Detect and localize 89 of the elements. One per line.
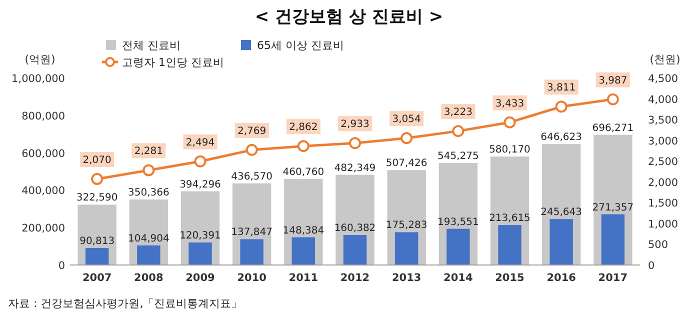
y2-tick-label: 4,000 <box>648 94 678 106</box>
y-tick-label: 200,000 <box>22 222 65 235</box>
y2-axis-title: (천원) <box>650 53 680 66</box>
data-label: 160,382 <box>334 223 376 234</box>
data-label: 507,426 <box>386 158 428 170</box>
bar <box>498 225 522 265</box>
data-label: 3,223 <box>444 107 472 118</box>
data-label: 213,615 <box>489 213 530 224</box>
bar <box>292 237 316 265</box>
data-label: 482,349 <box>334 162 376 174</box>
x-tick-label: 2012 <box>340 272 370 284</box>
y-tick-label: 600,000 <box>22 148 65 160</box>
x-tick-label: 2011 <box>288 272 318 284</box>
bar <box>240 239 264 265</box>
bar <box>550 219 573 265</box>
data-label: 245,643 <box>540 207 582 218</box>
data-label: 2,494 <box>186 137 215 148</box>
y2-tick-label: 1,500 <box>648 198 678 210</box>
point <box>452 125 464 138</box>
x-tick-label: 2013 <box>392 272 422 284</box>
data-label: 3,811 <box>547 82 576 94</box>
data-label: 350,366 <box>128 187 170 198</box>
y2-tick-label: 3,500 <box>648 114 678 127</box>
data-label: 436,570 <box>231 171 273 182</box>
point <box>142 164 155 176</box>
data-label: 3,987 <box>598 75 628 86</box>
data-label: 2,769 <box>238 126 266 137</box>
bar <box>601 214 625 265</box>
y-tick-label: 0 <box>58 260 65 272</box>
point <box>349 137 361 150</box>
data-label: 175,283 <box>386 220 428 232</box>
data-label: 580,170 <box>489 144 530 156</box>
bar <box>343 235 367 265</box>
data-label: 2,862 <box>289 122 318 134</box>
bar <box>188 242 212 265</box>
data-label: 322,590 <box>76 192 118 204</box>
legend-label: 고령자 1인당 진료비 <box>122 56 224 69</box>
y2-tick-label: 4,500 <box>648 73 678 85</box>
legend-label: 65세 이상 진료비 <box>257 39 344 52</box>
x-tick-label: 2008 <box>134 272 164 284</box>
point <box>194 155 206 168</box>
data-label: 120,391 <box>180 230 221 242</box>
x-tick-label: 2014 <box>444 272 473 284</box>
x-tick-label: 2009 <box>186 272 215 284</box>
data-label: 696,271 <box>592 122 634 134</box>
point <box>91 172 104 185</box>
x-tick-label: 2010 <box>237 272 266 284</box>
data-label: 271,357 <box>592 202 634 214</box>
data-label: 3,054 <box>392 114 421 126</box>
legend-label: 전체 진료비 <box>122 39 180 52</box>
point <box>606 93 619 106</box>
y2-tick-label: 500 <box>648 239 668 252</box>
y-tick-label: 400,000 <box>22 185 65 198</box>
y2-tick-label: 2,000 <box>648 176 678 189</box>
y2-tick-label: 0 <box>648 260 655 272</box>
y2-tick-label: 1,000 <box>648 218 678 230</box>
x-tick-label: 2007 <box>82 272 112 284</box>
bar <box>446 228 470 265</box>
text: 자료 : 건강보험심사평가원,「진료비통계지표」 <box>8 297 242 310</box>
y-axis-title: (억원) <box>24 53 56 66</box>
data-label: 3,433 <box>495 98 524 110</box>
data-label: 90,813 <box>80 236 115 248</box>
chart-title: < 건강보험 상 진료비 > <box>254 7 444 27</box>
data-label: 2,070 <box>82 154 112 166</box>
point <box>504 116 516 128</box>
data-label: 104,904 <box>128 233 170 244</box>
data-label: 148,384 <box>282 225 324 236</box>
data-label: 545,275 <box>437 151 479 162</box>
data-label: 2,281 <box>134 146 163 158</box>
point <box>555 100 568 113</box>
data-label: 193,551 <box>437 216 479 228</box>
bar <box>137 245 160 265</box>
x-tick-label: 2017 <box>598 272 628 284</box>
data-label: 646,623 <box>540 132 582 144</box>
y2-tick-label: 2,500 <box>648 156 678 168</box>
y-tick-label: 1,000,000 <box>12 73 65 85</box>
data-label: 394,296 <box>180 179 221 190</box>
y2-tick-label: 3,000 <box>648 135 678 148</box>
point <box>297 140 310 152</box>
data-label: 2,933 <box>340 119 370 130</box>
data-label: 137,847 <box>231 227 273 238</box>
point <box>246 144 258 156</box>
x-tick-label: 2016 <box>546 272 576 284</box>
bar <box>394 232 418 265</box>
x-tick-label: 2015 <box>495 272 524 284</box>
point <box>400 132 413 144</box>
y-tick-label: 800,000 <box>22 110 65 122</box>
bar <box>85 248 109 265</box>
data-label: 460,760 <box>282 166 324 178</box>
